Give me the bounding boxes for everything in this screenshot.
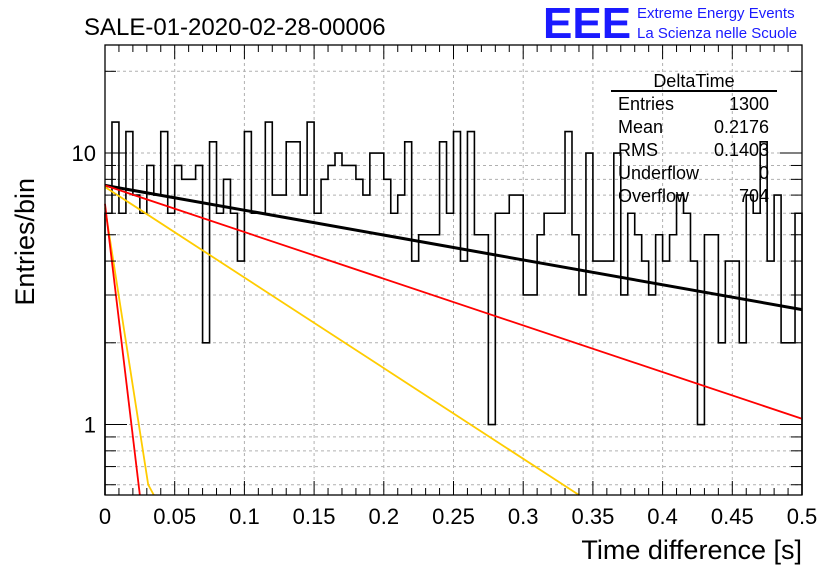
fit-curve — [104, 183, 803, 312]
x-tick-label: 0.1 — [229, 504, 260, 529]
fit-curve — [104, 207, 155, 496]
y-tick-label: 10 — [72, 141, 96, 166]
stats-label: Entries — [618, 94, 674, 114]
stats-label: Mean — [618, 117, 663, 137]
logo-line-2: La Scienza nelle Scuole — [637, 25, 797, 42]
fit-curves — [104, 183, 803, 496]
stats-label: Underflow — [618, 163, 700, 183]
y-axis-title: Entries/bin — [10, 178, 40, 306]
stats-value: 0.1403 — [714, 140, 769, 160]
x-tick-label: 0.5 — [787, 504, 818, 529]
y-tick-labels: 1 10 — [72, 141, 96, 437]
stats-row-entries: Entries 1300 — [618, 94, 769, 114]
stats-row-rms: RMS 0.1403 — [618, 140, 769, 160]
plot-frame — [104, 44, 803, 496]
y-tick-label: 1 — [84, 413, 96, 438]
fit-curve — [104, 203, 141, 496]
histogram-series — [104, 121, 803, 495]
x-tick-label: 0.45 — [711, 504, 754, 529]
chart-title: SALE-01-2020-02-28-00006 — [84, 14, 386, 41]
fit-curve — [104, 186, 580, 496]
stats-label: RMS — [618, 140, 658, 160]
stats-row-overflow: Overflow 704 — [618, 186, 769, 206]
fit-curve — [104, 184, 803, 420]
stats-row-underflow: Underflow 0 — [618, 163, 769, 183]
stats-value: 0 — [759, 163, 769, 183]
x-axis-title: Time difference [s] — [581, 535, 802, 565]
stats-value: 704 — [739, 186, 769, 206]
stats-title: DeltaTime — [653, 71, 734, 91]
x-tick-labels: 0 0.05 0.1 0.15 0.2 0.25 0.3 0.35 0.4 0.45 0.5 — [99, 504, 817, 529]
stats-row-mean: Mean 0.2176 — [618, 117, 769, 137]
stats-box: DeltaTime Entries 1300 Mean 0.2176 RMS 0… — [611, 71, 777, 206]
eee-logo: EEE Extreme Energy Events La Scienza nel… — [543, 0, 797, 48]
x-tick-label: 0.4 — [647, 504, 678, 529]
logo-mark: EEE — [543, 0, 631, 48]
x-tick-label: 0.05 — [153, 504, 196, 529]
stats-value: 1300 — [729, 94, 769, 114]
histogram-steps — [104, 121, 803, 495]
x-tick-label: 0.15 — [293, 504, 336, 529]
x-tick-label: 0.35 — [571, 504, 614, 529]
stats-value: 0.2176 — [714, 117, 769, 137]
x-tick-label: 0 — [99, 504, 111, 529]
x-tick-label: 0.3 — [508, 504, 539, 529]
x-tick-label: 0.25 — [432, 504, 475, 529]
axis-ticks — [104, 45, 803, 495]
logo-line-1: Extreme Energy Events — [637, 5, 795, 22]
stats-label: Overflow — [618, 186, 690, 206]
x-tick-label: 0.2 — [369, 504, 400, 529]
